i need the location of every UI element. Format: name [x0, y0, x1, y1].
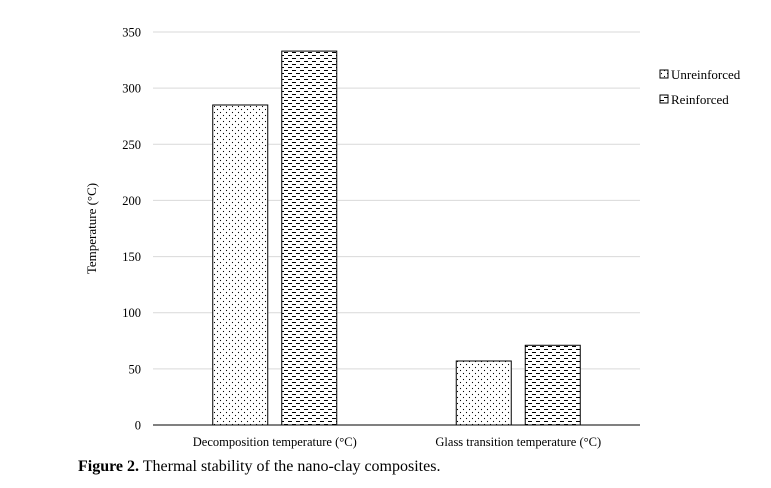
bar-chart: 0 50 100 150 200 250 300 350 Decomposition temp…: [84, 26, 741, 450]
x-tick-label: Decomposition temperature (°C): [193, 435, 357, 449]
bar-unreinforced: [455, 360, 512, 426]
x-axis-ticks: Decomposition temperature (°C) Glass tran…: [193, 435, 601, 449]
figure-caption: Figure 2. Thermal stability of the nano-…: [78, 458, 440, 476]
legend-label-unreinforced: Unreinforced: [671, 67, 741, 82]
y-tick-label: 150: [122, 250, 141, 264]
legend-swatch-unreinforced: [659, 69, 669, 79]
legend: Unreinforced Reinforced: [659, 67, 741, 107]
y-tick-label: 100: [122, 306, 141, 320]
y-tick-label: 250: [122, 138, 141, 152]
bar-unreinforced: [212, 104, 269, 426]
figure-caption-text: Thermal stability of the nano-clay compo…: [139, 458, 441, 475]
y-tick-label: 350: [122, 26, 141, 40]
y-tick-label: 0: [135, 419, 141, 433]
bar-reinforced: [281, 50, 338, 426]
x-tick-label: Glass transition temperature (°C): [435, 435, 601, 449]
bar-reinforced: [524, 344, 581, 426]
legend-label-reinforced: Reinforced: [671, 92, 729, 107]
figure-number: Figure 2.: [78, 458, 140, 475]
bars: [212, 50, 581, 426]
y-axis-label: Temperature (°C): [84, 183, 99, 274]
y-axis-ticks: 0 50 100 150 200 250 300 350: [122, 26, 141, 433]
legend-swatch-reinforced: [659, 94, 669, 104]
y-tick-label: 50: [129, 362, 142, 376]
y-tick-label: 200: [122, 194, 141, 208]
y-tick-label: 300: [122, 82, 141, 96]
